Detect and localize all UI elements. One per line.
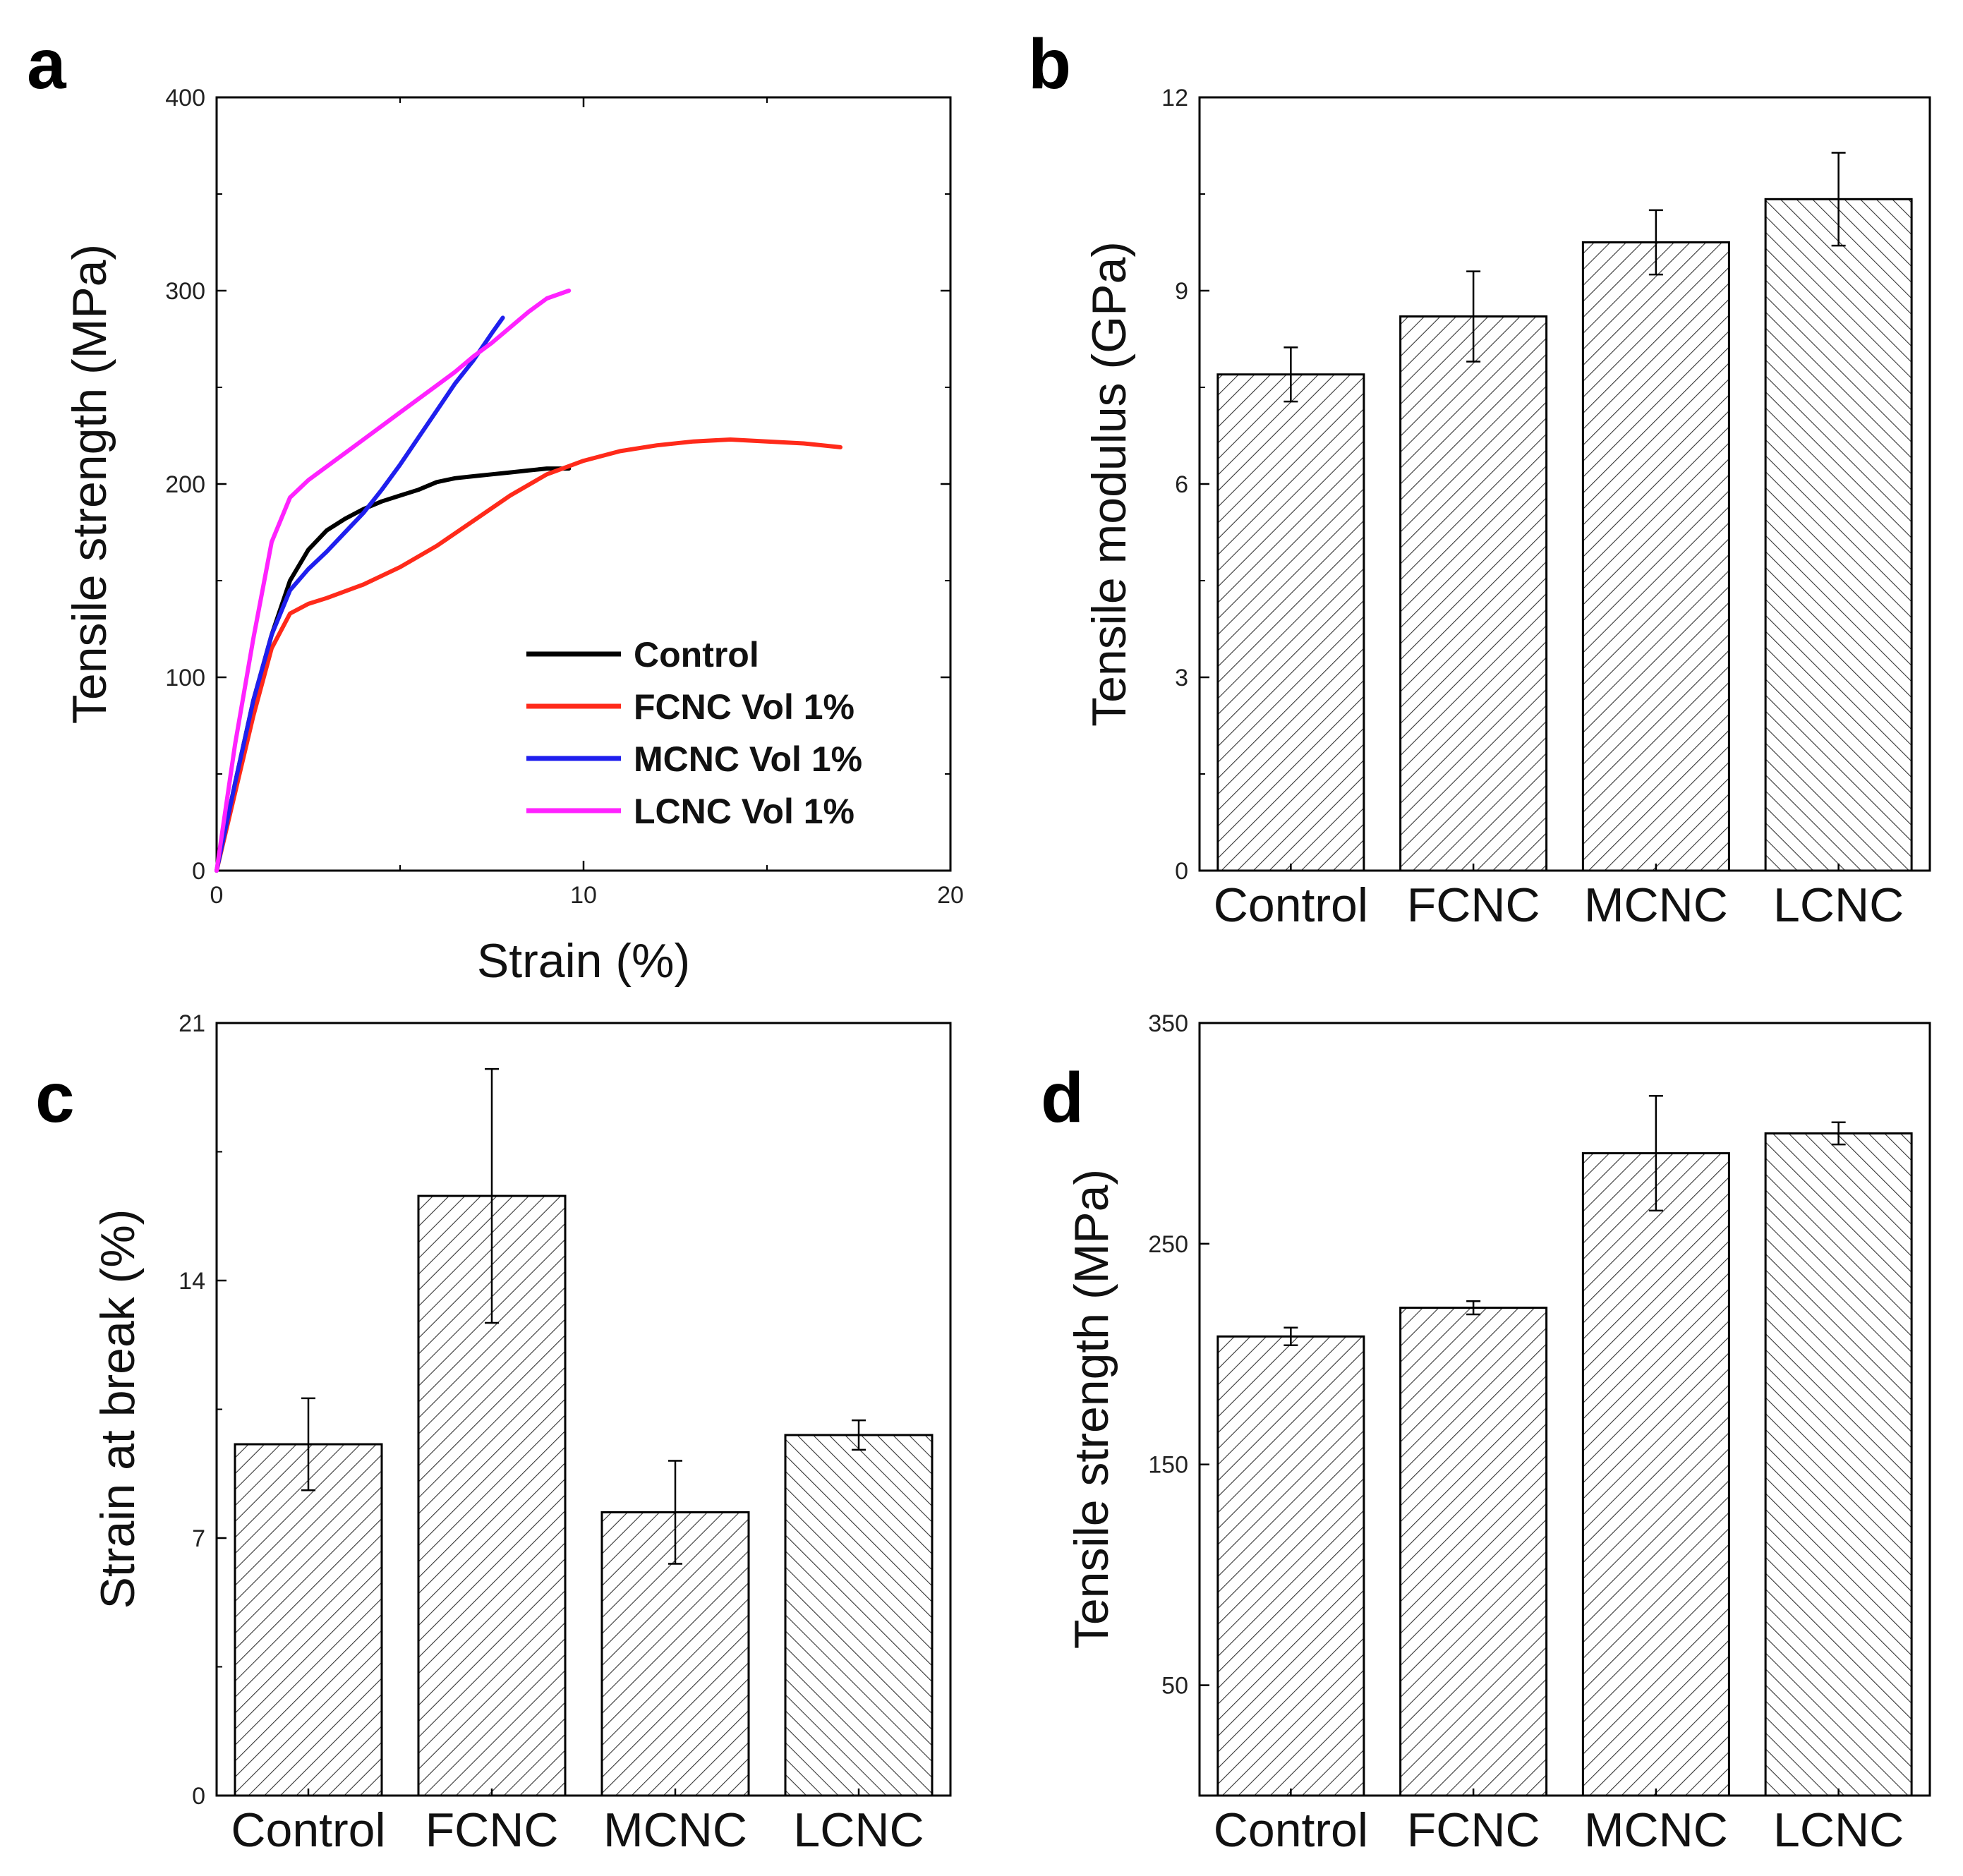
- series-line-mcnc: [215, 315, 505, 873]
- bar-control: [1216, 1335, 1365, 1797]
- y-axis-title: Tensile strength (MPa): [1065, 1169, 1118, 1649]
- panel-d-letter: d: [1041, 1058, 1084, 1137]
- panel-a-letter: a: [27, 25, 67, 104]
- series-line-fcnc: [215, 437, 842, 873]
- y-tick-label: 350: [1148, 1010, 1188, 1037]
- bar-mcnc: [1581, 1152, 1730, 1797]
- y-tick-label: 100: [165, 665, 205, 691]
- legend-label: Control: [634, 635, 759, 674]
- series-line-lcnc: [215, 289, 572, 873]
- bar-fcnc: [1399, 315, 1548, 872]
- y-tick-label: 400: [165, 85, 205, 111]
- bar-mcnc: [1581, 241, 1730, 872]
- y-tick-label: 7: [192, 1525, 205, 1552]
- y-tick-label: 0: [192, 1783, 205, 1810]
- y-axis-title: Tensile modulus (GPa): [1082, 241, 1136, 727]
- category-label: Control: [1214, 1803, 1368, 1857]
- y-tick-label: 9: [1175, 278, 1188, 305]
- y-tick-label: 0: [1175, 858, 1188, 885]
- category-label: MCNC: [1584, 1803, 1728, 1857]
- legend-label: MCNC Vol 1%: [634, 739, 862, 779]
- category-label: Control: [231, 1803, 385, 1857]
- panel-c-bar-chart: c 0 7 14 21 Control FCNC MCNC LCNC Strain at br…: [35, 1010, 952, 1857]
- legend-label: LCNC Vol 1%: [634, 792, 854, 831]
- panel-b-bar-chart: b 0 3 6 9 12 Control FCNC MCNC LCNC Tensile modu…: [1028, 25, 1931, 932]
- panel-d-frame: [1198, 1022, 1931, 1797]
- y-tick-label: 12: [1161, 85, 1188, 111]
- category-label: FCNC: [1407, 878, 1540, 932]
- legend-label: FCNC Vol 1%: [634, 687, 854, 727]
- panel-d-bar-chart: d 50 150 250 350 Control FCNC MCNC LCNC Tensile…: [1041, 1010, 1931, 1857]
- y-tick-label: 0: [192, 858, 205, 885]
- y-axis-title: Tensile strength (MPa): [63, 244, 116, 724]
- category-label: FCNC: [1407, 1803, 1540, 1857]
- category-label: MCNC: [1584, 878, 1728, 932]
- panel-c-letter: c: [35, 1058, 75, 1137]
- category-label: Control: [1214, 878, 1368, 932]
- y-tick-label: 6: [1175, 471, 1188, 498]
- bar-fcnc: [1399, 1307, 1548, 1797]
- x-tick-label: 20: [937, 882, 964, 909]
- x-tick-label: 0: [210, 882, 224, 909]
- bar-lcnc: [1764, 1132, 1913, 1797]
- x-tick-label: 10: [570, 882, 597, 909]
- category-label: LCNC: [1773, 878, 1904, 932]
- category-label: LCNC: [1773, 1803, 1904, 1857]
- bar-control: [1216, 373, 1365, 872]
- y-tick-label: 300: [165, 278, 205, 305]
- y-tick-label: 3: [1175, 665, 1188, 691]
- y-tick-label: 21: [179, 1010, 205, 1037]
- panel-b-letter: b: [1028, 25, 1071, 104]
- y-axis-title: Strain at break (%): [91, 1209, 145, 1609]
- y-tick-label: 200: [165, 471, 205, 498]
- bar-lcnc: [784, 1434, 934, 1797]
- legend: Control FCNC Vol 1% MCNC Vol 1% LCNC Vol 1%: [526, 635, 862, 831]
- y-tick-label: 150: [1148, 1452, 1188, 1479]
- category-label: MCNC: [603, 1803, 747, 1857]
- panel-a-line-chart: a 0 100 200 300 400 0 10 20 Control FCNC Vol 1% M…: [27, 25, 964, 988]
- bar-control: [234, 1443, 383, 1797]
- y-tick-label: 50: [1161, 1673, 1188, 1700]
- category-label: LCNC: [793, 1803, 924, 1857]
- x-axis-title: Strain (%): [477, 934, 690, 988]
- category-label: FCNC: [425, 1803, 559, 1857]
- y-tick-label: 14: [179, 1268, 205, 1295]
- y-tick-label: 250: [1148, 1231, 1188, 1258]
- series-line-control: [215, 466, 572, 873]
- bar-lcnc: [1764, 198, 1913, 872]
